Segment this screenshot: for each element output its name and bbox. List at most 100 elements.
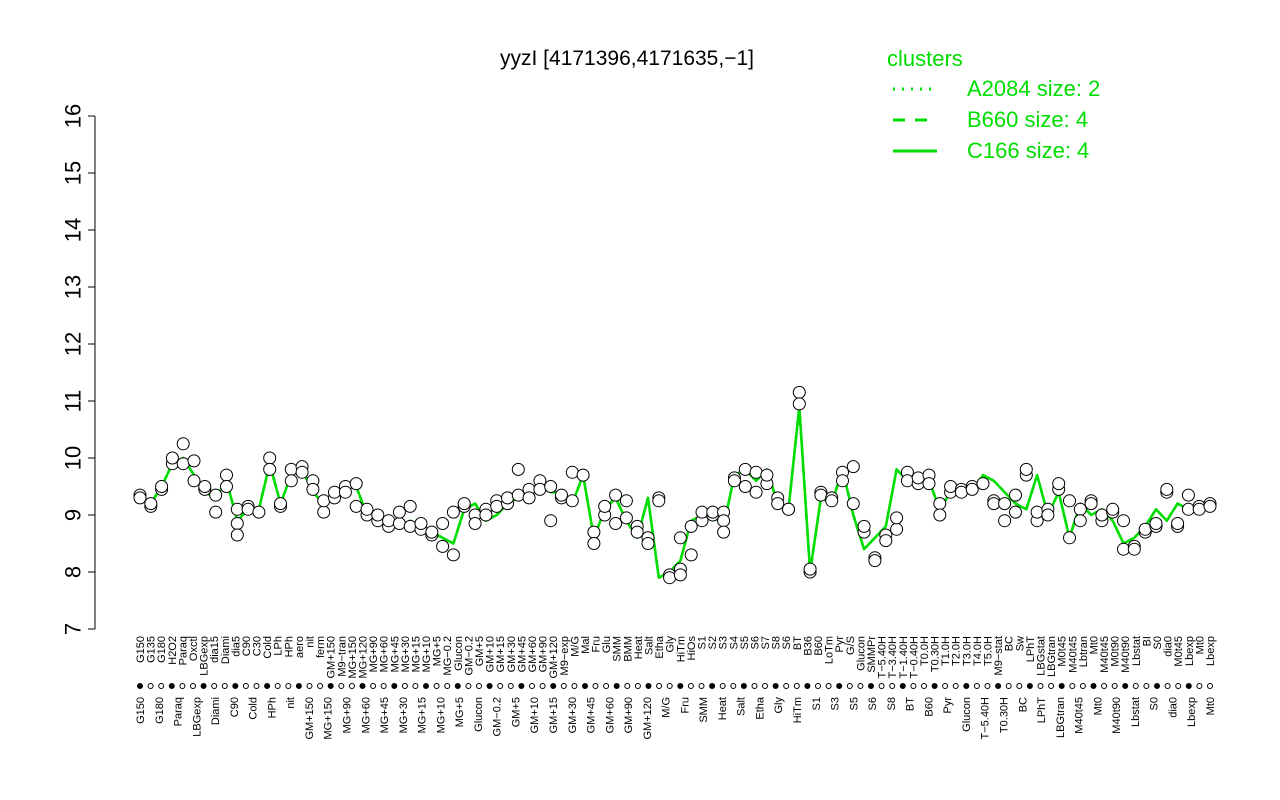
data-point [771,497,785,511]
x-tick-label-lower: Glucon [473,697,485,732]
data-point [436,539,450,553]
data-point [792,397,806,411]
data-point [1117,514,1130,528]
x-tick-label-lower: dia0 [1168,697,1180,718]
x-tick-label-upper: Salt [644,636,656,655]
x-tick-label-upper: MG+15 [410,636,422,672]
x-tick-label-lower: Pyr [942,697,954,714]
x-marker [179,683,186,689]
x-tick-label-lower: G180 [154,697,166,724]
x-marker [878,683,885,689]
x-tick-label-lower: Lbexp [1186,697,1198,727]
x-marker [868,683,874,689]
data-point [176,437,190,451]
data-point [306,482,320,496]
x-tick-label-upper: G/S [845,636,857,655]
data-point [965,482,979,496]
data-point [911,471,925,485]
x-tick-label-lower: T−5.40H [980,697,992,740]
x-marker [677,683,684,689]
x-tick-label-lower: T0.30H [999,697,1011,733]
data-point [371,508,385,522]
x-tick-label-lower: Cold [248,697,260,720]
x-marker [295,683,302,689]
data-point [890,522,904,536]
x-marker [931,683,938,689]
x-tick-label-lower: LBGexp [191,697,203,737]
data-point [1171,517,1185,530]
data-point [749,465,763,479]
x-tick-label-upper: M9−tran [336,636,348,677]
x-tick-label-lower: GM+15 [548,697,560,733]
data-point [511,462,525,476]
data-point [684,519,698,533]
x-marker [550,683,557,689]
data-point [198,480,212,493]
data-point [468,517,482,530]
x-tick-label-upper: GM+30 [506,636,518,672]
x-tick-label-upper: B60 [813,636,825,656]
data-point [1203,499,1217,513]
x-marker [486,683,493,689]
x-marker [571,683,578,689]
series-line-dotted [139,405,1211,579]
x-tick-label-upper: GM+15 [495,636,507,672]
x-tick-label-upper: G150 [135,636,147,663]
x-tick-label-lower: Paraq [173,697,185,726]
x-tick-label-lower: M40t90 [1111,697,1123,734]
legend: clusters A2084 size: 2 B660 size: 4 C166 s… [887,46,1100,163]
x-marker [1048,683,1055,689]
x-marker [656,683,663,689]
x-tick-label-upper: Mal [580,636,592,654]
x-tick-label-upper: M0t45 [1173,636,1185,667]
y-tick-label: 7 [61,623,86,635]
x-marker [634,683,641,689]
x-tick-label-lower: S1 [811,697,823,710]
x-marker [592,683,599,689]
x-tick-label-upper: GM+120 [548,636,560,679]
x-marker [899,683,906,689]
x-marker [242,683,249,689]
y-tick-label: 16 [61,104,86,128]
x-marker [825,683,832,689]
data-point [717,525,731,539]
x-marker [1154,683,1160,689]
x-marker [317,683,324,689]
data-point [349,477,363,491]
x-tick-label-lower: MG+150 [323,697,335,740]
y-tick-label: 8 [61,566,86,578]
x-tick-label-upper: M9−exp [559,636,571,675]
x-marker [338,683,345,689]
x-tick-label-lower: GM−0.2 [492,697,504,736]
data-point [155,480,169,493]
x-tick-label-upper: Etha [654,635,666,659]
x-tick-label-upper: Paraq [177,636,189,665]
x-tick-label-lower: Mt0 [1205,697,1217,715]
x-tick-label-upper: T0.30H [930,636,942,672]
data-point [1160,482,1174,496]
data-point [619,511,633,525]
x-marker [190,683,196,689]
data-point [263,451,277,465]
x-marker [857,683,864,689]
x-tick-label-upper: LBGtran [1046,636,1058,677]
x-tick-label-upper: BMM [622,636,634,662]
x-marker [539,683,546,689]
x-tick-label-upper: MG+5 [432,636,444,666]
data-point [609,488,623,502]
data-points [133,385,1217,585]
x-marker [168,683,175,689]
x-tick-label-upper: Gly [665,636,677,653]
x-tick-label-upper: T4.0H [972,636,984,666]
x-tick-label-lower: MG+45 [379,697,391,733]
x-tick-label-upper: LBGexp [199,636,211,676]
x-marker [613,683,620,689]
x-tick-label-lower: Glucon [961,697,973,732]
x-tick-label-upper: dia0 [1163,636,1175,657]
data-point [187,454,201,468]
data-point [1052,477,1066,491]
x-marker [497,683,504,689]
data-point [717,514,731,528]
data-point [533,482,547,496]
data-point [609,517,623,530]
